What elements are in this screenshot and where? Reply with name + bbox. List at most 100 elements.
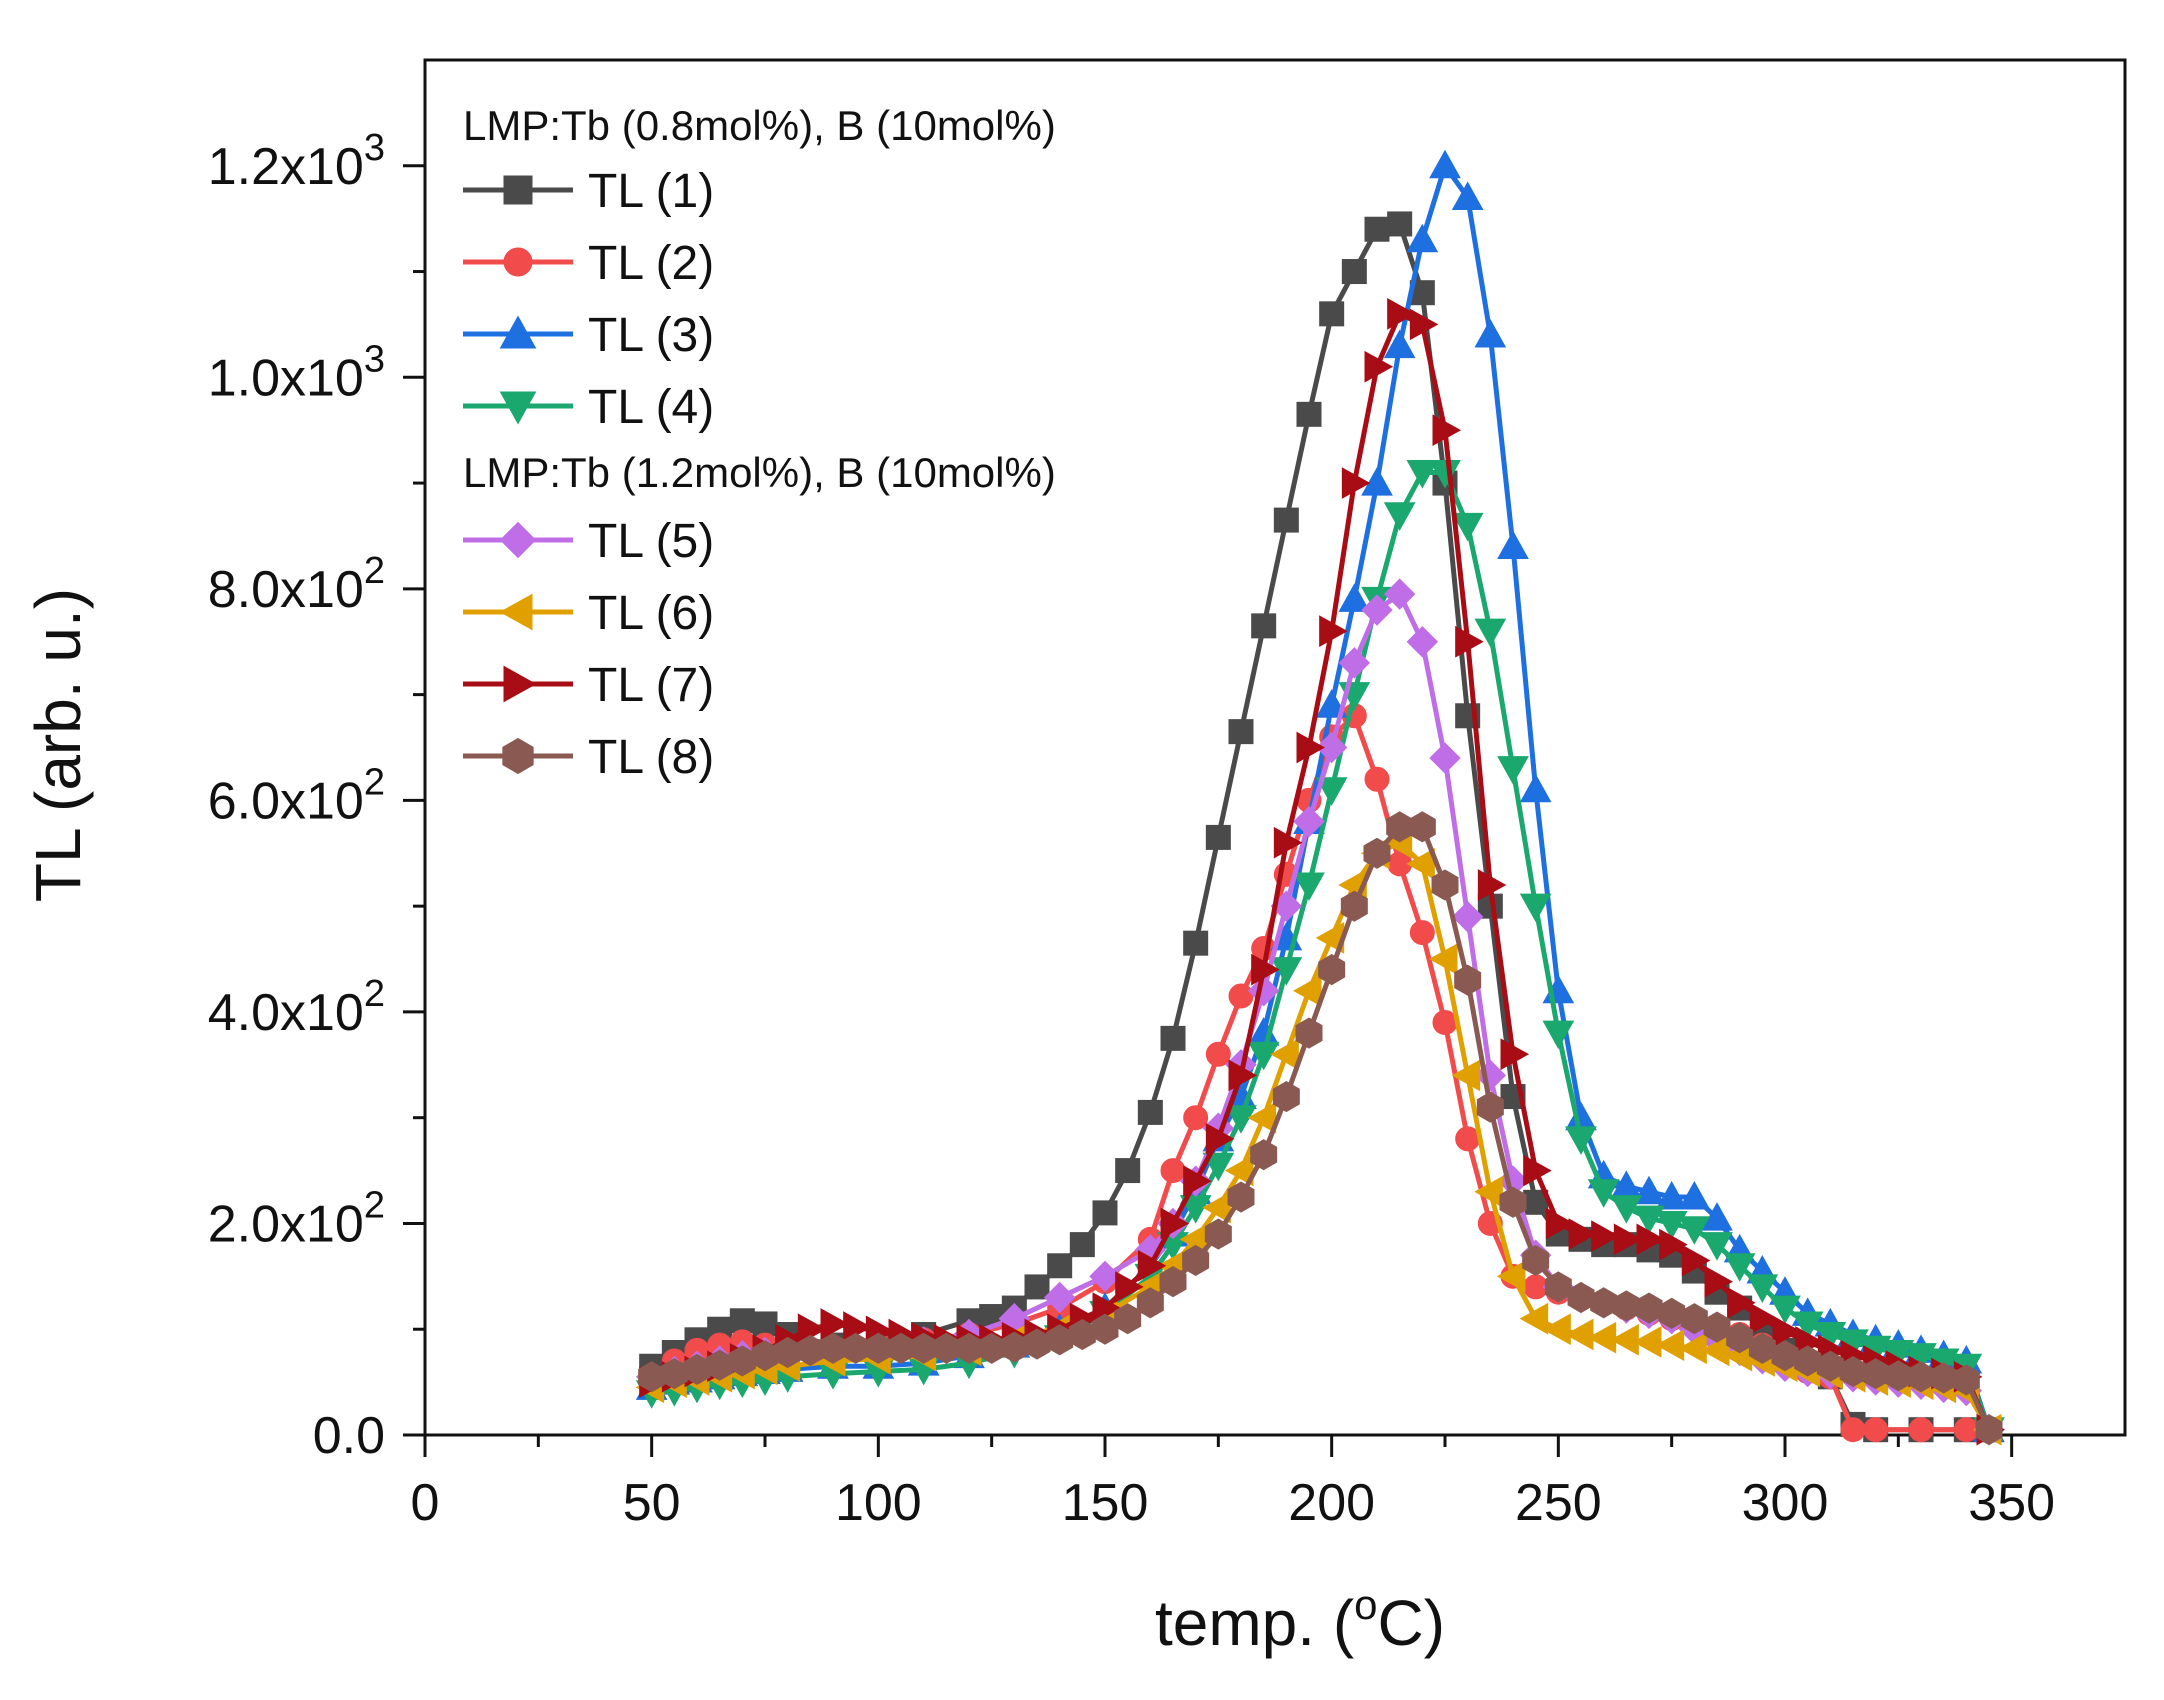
legend-marker (503, 665, 537, 703)
y-axis-title: TL (arb. u.) (22, 588, 94, 902)
x-tick-label: 100 (835, 1474, 922, 1532)
data-point (1544, 1271, 1572, 1303)
series-layer (635, 149, 2006, 1446)
data-point (1840, 1417, 1866, 1443)
x-axis-title-sup: o (1354, 1581, 1377, 1628)
data-point (1270, 957, 1303, 986)
x-tick-label: 200 (1288, 1474, 1375, 1532)
data-point (1908, 1417, 1934, 1443)
data-point (1228, 983, 1254, 1009)
data-point (1043, 1281, 1076, 1314)
data-point (1318, 954, 1346, 986)
data-point (1387, 297, 1416, 330)
data-point (1587, 1179, 1620, 1208)
data-point (1952, 1364, 1980, 1396)
data-point (1202, 1191, 1231, 1224)
data-point (1678, 1180, 1711, 1210)
legend-label: TL (6) (588, 587, 714, 640)
data-point (1136, 1287, 1164, 1319)
x-tick-label: 50 (623, 1474, 681, 1532)
data-point (1202, 1152, 1235, 1182)
x-tick-label: 250 (1515, 1474, 1602, 1532)
data-point (1272, 1080, 1300, 1113)
data-point (1455, 625, 1484, 658)
data-point (1565, 1101, 1597, 1131)
data-point (1296, 731, 1326, 764)
y-tick-label: 1.0x103 (208, 338, 385, 407)
data-point (1703, 1311, 1731, 1343)
data-point (1451, 1059, 1481, 1092)
data-point (1704, 1265, 1734, 1298)
data-point (1361, 467, 1393, 496)
data-point (1451, 512, 1484, 542)
legend-item-tl-8: TL (8) (463, 731, 714, 784)
data-point (1655, 1180, 1688, 1210)
data-point (1749, 1302, 1779, 1335)
data-point (1364, 766, 1390, 792)
data-point (1205, 1041, 1231, 1067)
data-point (1319, 301, 1345, 327)
data-point (1610, 1195, 1643, 1224)
data-point (1429, 460, 1461, 489)
data-point (1338, 647, 1371, 679)
legend-group-title: LMP:Tb (0.8mol%), B (10mol%) (463, 102, 1056, 149)
data-point (1474, 318, 1507, 348)
data-point (1545, 1207, 1575, 1240)
data-point (1115, 1158, 1141, 1184)
data-point (1183, 1165, 1212, 1198)
legend-label: TL (7) (588, 659, 714, 712)
x-tick-label: 0 (411, 1474, 440, 1532)
y-tick-label: 2.0x102 (208, 1184, 385, 1253)
series-tl-8 (638, 811, 2003, 1446)
data-point (1047, 1253, 1073, 1279)
data-point (1338, 583, 1371, 612)
data-point (1406, 223, 1439, 253)
data-point (1700, 1334, 1730, 1367)
data-point (1496, 1260, 1526, 1293)
data-point (1497, 530, 1529, 560)
data-point (1406, 460, 1439, 489)
data-point (1115, 1271, 1144, 1303)
data-point (1409, 920, 1435, 946)
data-point (1454, 964, 1482, 996)
data-point (1228, 719, 1254, 745)
y-tick-label: 4.0x102 (208, 973, 385, 1042)
data-point (1160, 1207, 1190, 1240)
data-point (1564, 1318, 1594, 1351)
data-point (1681, 1244, 1711, 1277)
data-point (1522, 1244, 1550, 1277)
data-point (1204, 1218, 1232, 1250)
data-point (1772, 1315, 1802, 1348)
data-point (1293, 805, 1325, 838)
data-point (1590, 1287, 1618, 1319)
data-point (1658, 1297, 1686, 1329)
data-point (1364, 216, 1390, 242)
data-point (1383, 502, 1416, 531)
data-point (1250, 1139, 1278, 1171)
data-point (1183, 1105, 1209, 1131)
data-point (1431, 869, 1459, 901)
legend-item-tl-2: TL (2) (463, 237, 714, 290)
data-point (1361, 594, 1393, 626)
data-point (1428, 943, 1458, 975)
data-point (1727, 1286, 1756, 1319)
data-point (1364, 350, 1394, 383)
data-point (1409, 308, 1439, 341)
x-axis-title-end: C) (1377, 1587, 1445, 1659)
data-point (1159, 1266, 1187, 1298)
data-point (1228, 1059, 1258, 1092)
legend-label: TL (8) (588, 731, 714, 784)
legend-label: TL (2) (588, 237, 714, 290)
data-point (1746, 1274, 1779, 1303)
y-tick-label: 0.0 (313, 1407, 385, 1465)
data-point (1568, 1218, 1598, 1250)
data-point (1771, 1340, 1799, 1372)
legend-item-tl-4: TL (4) (463, 381, 714, 434)
data-point (1519, 773, 1552, 803)
legend-marker (499, 521, 537, 559)
data-point (1816, 1350, 1844, 1382)
axis-ticks: 0 50 100 150 200 250 300 350 0.0 2.0x102 4.0x102 6.… (208, 127, 2055, 1532)
x-axis-title-main: temp. ( (1155, 1587, 1354, 1659)
data-point (1748, 1332, 1776, 1364)
data-point (1613, 1223, 1643, 1256)
